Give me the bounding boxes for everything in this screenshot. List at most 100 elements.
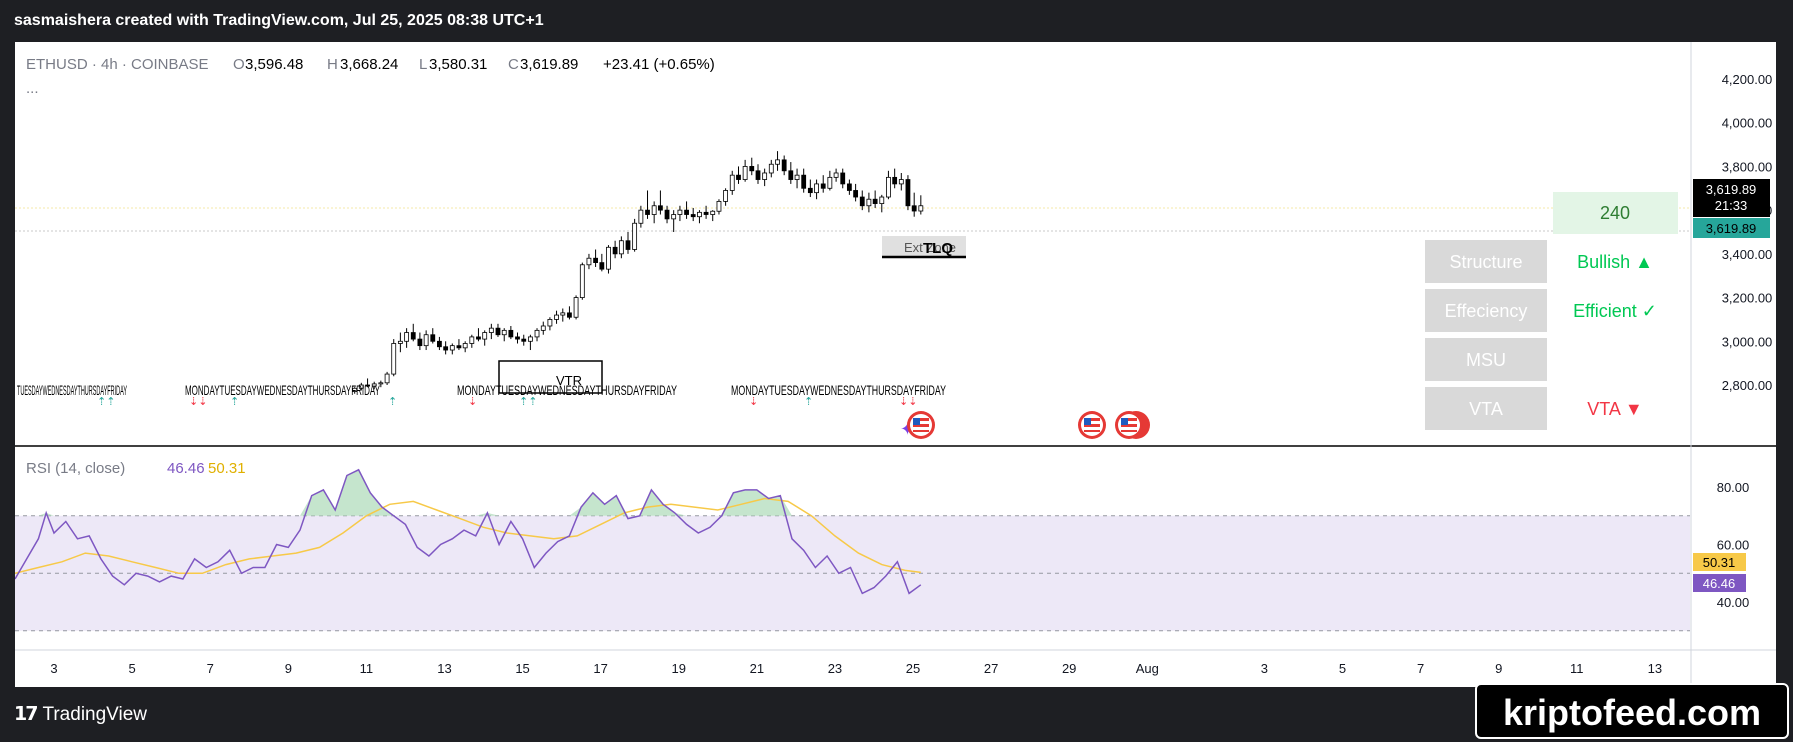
ext-zone-box[interactable] — [882, 236, 966, 256]
candle — [703, 205, 709, 219]
candle — [827, 170, 833, 191]
rsi-ma-tag-value: 50.31 — [1703, 555, 1736, 570]
vtr-box[interactable] — [498, 360, 603, 394]
candle — [430, 328, 436, 344]
candle — [488, 323, 494, 340]
time-tick-label: 19 — [672, 661, 686, 676]
candle — [905, 175, 911, 211]
candle — [638, 205, 644, 228]
candle — [606, 245, 611, 274]
candle — [508, 325, 514, 340]
us-flag-icon — [907, 411, 935, 439]
candle-body — [462, 343, 468, 349]
candle-body — [827, 176, 833, 189]
rsi-pane: 80.00 60.00 40.00 RSI (14, close) 46.46 50… — [15, 460, 1750, 632]
candle — [547, 317, 553, 331]
candle — [755, 164, 761, 184]
candle-body — [618, 240, 624, 255]
candle — [677, 205, 683, 222]
time-tick-label: 29 — [1062, 661, 1076, 676]
candle-body — [482, 332, 488, 340]
candle — [384, 371, 390, 385]
rsi-tick-label: 40.00 — [1717, 595, 1750, 610]
candle-body — [690, 214, 696, 218]
candle-body — [378, 382, 384, 385]
candle — [651, 201, 657, 224]
rsi-value: 46.46 — [167, 460, 205, 477]
time-tick-label: 9 — [1495, 661, 1502, 676]
time-tick-label: 11 — [1570, 661, 1584, 676]
candle-body — [365, 384, 370, 387]
candle-body — [599, 262, 605, 270]
chart-frame[interactable]: 4,200.004,000.003,800.003,600.003,400.00… — [15, 42, 1776, 687]
chart-canvas[interactable]: 4,200.004,000.003,800.003,600.003,400.00… — [15, 42, 1776, 687]
candle-body — [918, 205, 924, 212]
candle — [898, 172, 904, 191]
candle — [443, 341, 449, 355]
legend-more-button[interactable]: ... — [26, 80, 39, 97]
candle-body — [768, 163, 774, 174]
candle — [820, 175, 826, 193]
candle — [814, 179, 819, 200]
candle — [846, 179, 852, 195]
high-value: 3,668.24 — [340, 56, 398, 73]
candle — [469, 334, 475, 348]
candle-body — [755, 170, 761, 180]
us-event-flags[interactable]: ✦ — [900, 411, 1150, 439]
tradingview-logo[interactable]: 𝟭𝟳 TradingView — [14, 703, 147, 726]
last-price-value: 3,619.89 — [1706, 182, 1757, 197]
candle-body — [423, 334, 429, 347]
panel-label-cell — [1425, 240, 1547, 283]
change-value: +23.41 (+0.65%) — [603, 56, 715, 73]
time-tick-label: 3 — [50, 661, 57, 676]
time-tick-label: 7 — [1417, 661, 1424, 676]
price-tick-label: 3,200.00 — [1722, 291, 1773, 306]
rsi-tick-label: 60.00 — [1717, 538, 1750, 553]
candle-body — [547, 319, 553, 327]
candle-body — [762, 172, 768, 180]
candle-body — [879, 196, 885, 204]
candle — [742, 159, 748, 182]
up-arrow-icon: ⇡ — [804, 396, 813, 408]
candle-body — [606, 246, 611, 270]
candle — [859, 190, 865, 211]
candle — [775, 151, 780, 171]
price-tick-label: 3,400.00 — [1722, 247, 1773, 262]
candle-body — [807, 187, 813, 194]
candle — [911, 192, 917, 217]
timeframe-badge — [1553, 192, 1678, 234]
candle — [697, 210, 702, 224]
panel-label-cell — [1425, 289, 1547, 332]
efficiency-label: Effeciency — [1445, 301, 1528, 321]
candle — [618, 236, 624, 259]
down-arrow-icon: ⇣ — [468, 396, 477, 408]
candle — [567, 306, 572, 320]
candle-body — [638, 209, 644, 224]
rsi-overbought-fill — [15, 469, 921, 516]
candle — [729, 170, 735, 195]
candle-body — [684, 209, 689, 215]
up-arrow-icon: ⇡ — [230, 396, 239, 408]
rsi-ma-line — [15, 497, 921, 575]
structure-label: Structure — [1449, 252, 1522, 272]
candle — [879, 194, 885, 213]
candle — [781, 155, 787, 176]
candle-body — [527, 336, 533, 342]
panel-label-cell — [1425, 338, 1547, 381]
candle — [476, 328, 481, 342]
candle-body — [586, 257, 592, 266]
candle-body — [814, 183, 819, 194]
candle-body — [540, 325, 546, 331]
signal-arrows: ⇡⇡ ⇣⇣ ⇡ ⇡ ⇣ ⇡⇡ ⇣ ⇡ ⇣⇣ — [97, 396, 917, 408]
candle-body — [872, 198, 878, 204]
candle-body — [397, 340, 403, 344]
tradingview-logo-icon: 𝟭𝟳 — [14, 704, 38, 725]
candle-body — [417, 338, 423, 347]
rsi-guides — [15, 515, 1690, 632]
up-arrow-icon: ⇡ — [388, 396, 397, 408]
candle-body — [710, 210, 716, 215]
symbol-info: ETHUSD · 4h · COINBASE — [26, 56, 209, 73]
candle — [404, 328, 410, 348]
time-tick-label: 13 — [437, 661, 451, 676]
candle — [788, 162, 794, 184]
